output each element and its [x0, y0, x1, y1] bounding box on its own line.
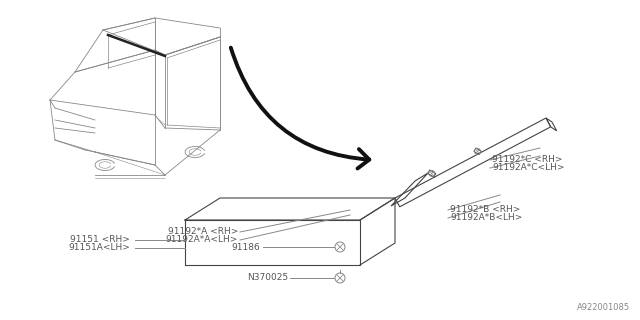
Text: N370025: N370025	[247, 274, 288, 283]
Text: 91186: 91186	[231, 243, 260, 252]
Text: 91192*C <RH>: 91192*C <RH>	[492, 156, 563, 164]
Text: 91192*A <RH>: 91192*A <RH>	[168, 228, 238, 236]
Text: 91192A*B<LH>: 91192A*B<LH>	[450, 213, 522, 222]
Text: 91192*B <RH>: 91192*B <RH>	[450, 205, 520, 214]
Text: A922001085: A922001085	[577, 303, 630, 312]
Text: 91192A*C<LH>: 91192A*C<LH>	[492, 164, 564, 172]
Text: 91151A<LH>: 91151A<LH>	[68, 244, 130, 252]
FancyArrowPatch shape	[231, 48, 369, 169]
Text: 91192A*A<LH>: 91192A*A<LH>	[166, 236, 238, 244]
Text: 91151 <RH>: 91151 <RH>	[70, 236, 130, 244]
